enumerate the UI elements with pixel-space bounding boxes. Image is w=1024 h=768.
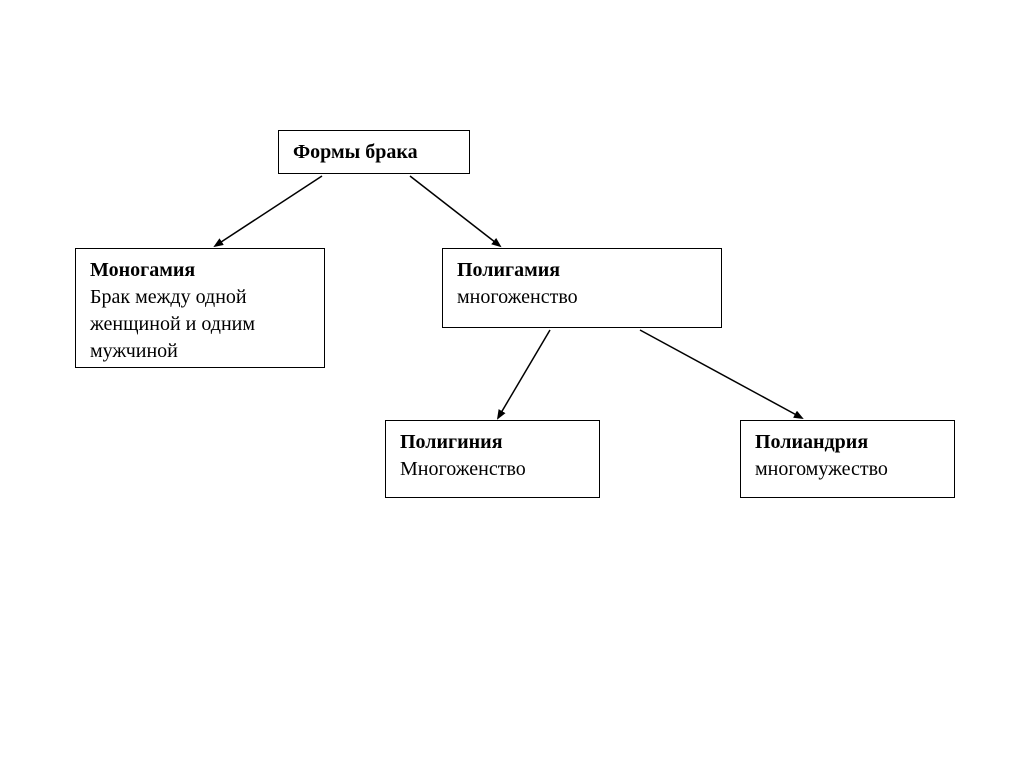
node-monogamy-desc: Брак между одной женщиной и одним мужчин…: [90, 284, 310, 365]
edge-polygamy-to-polyandry: [640, 330, 802, 418]
node-polyandry-title: Полиандрия: [755, 429, 940, 456]
node-polygyny-desc: Многоженство: [400, 456, 585, 483]
node-polygamy-desc: многоженство: [457, 284, 707, 311]
node-root: Формы брака: [278, 130, 470, 174]
node-root-title: Формы брака: [293, 141, 418, 163]
node-polyandry: Полиандрия многомужество: [740, 420, 955, 498]
node-polygyny-title: Полигиния: [400, 429, 585, 456]
connectors-svg: [0, 0, 1024, 768]
node-monogamy: Моногамия Брак между одной женщиной и од…: [75, 248, 325, 368]
edge-polygamy-to-polygyny: [498, 330, 550, 418]
node-polygyny: Полигиния Многоженство: [385, 420, 600, 498]
node-monogamy-title: Моногамия: [90, 257, 310, 284]
node-polygamy: Полигамия многоженство: [442, 248, 722, 328]
node-polyandry-desc: многомужество: [755, 456, 940, 483]
node-polygamy-title: Полигамия: [457, 257, 707, 284]
edge-root-to-monogamy: [215, 176, 322, 246]
edge-root-to-polygamy: [410, 176, 500, 246]
